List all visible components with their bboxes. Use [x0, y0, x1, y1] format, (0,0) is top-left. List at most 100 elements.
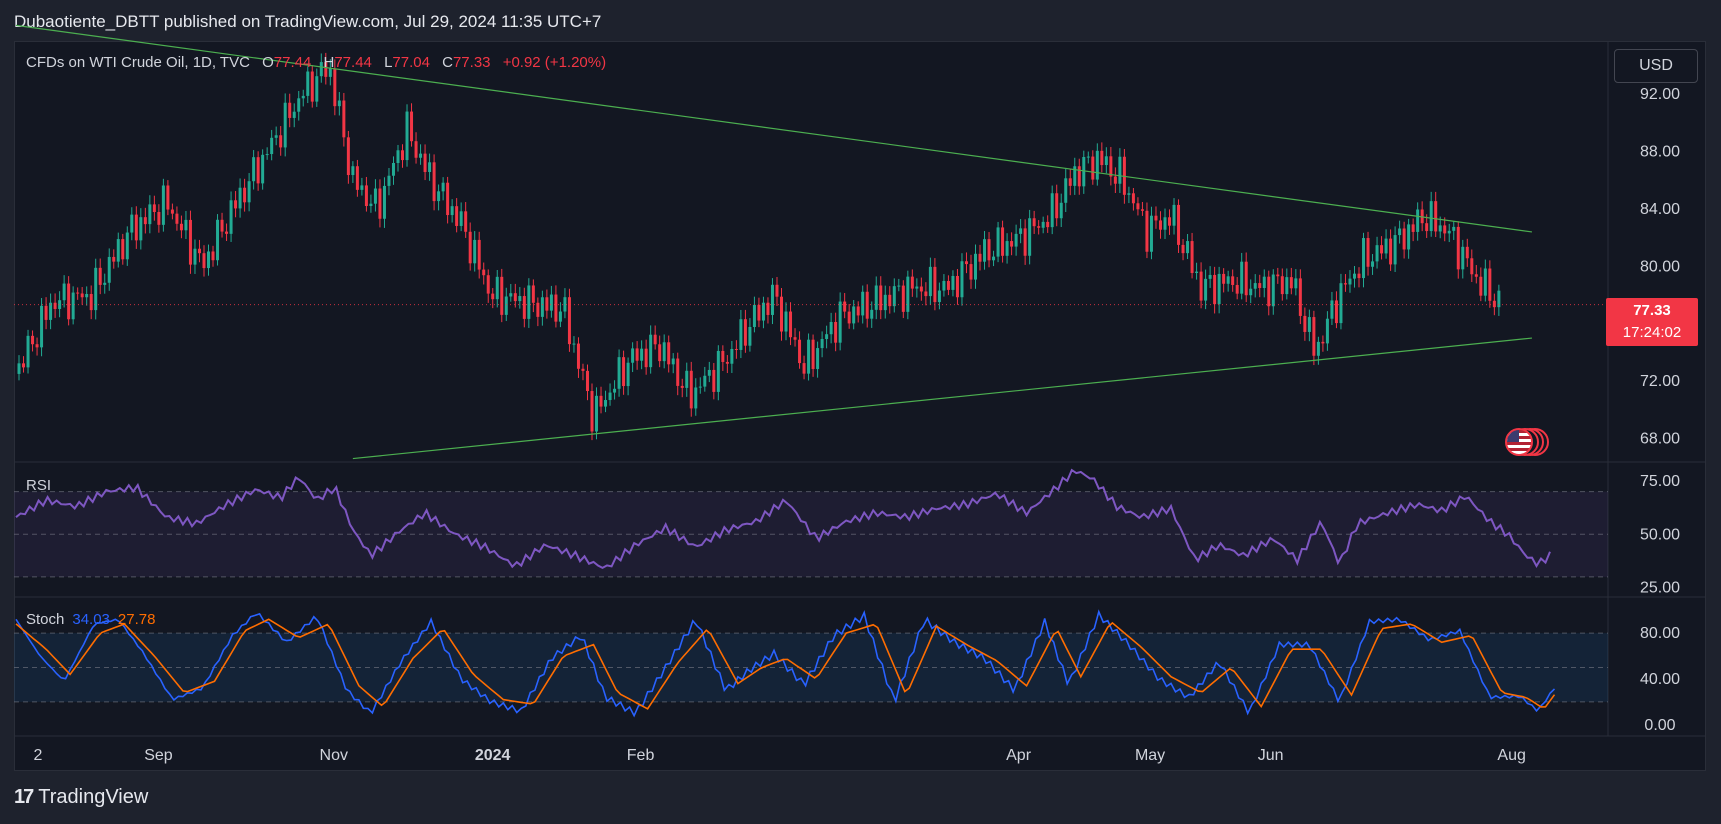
stoch-d-line: [15, 618, 1556, 710]
currency-button[interactable]: USD: [1614, 49, 1698, 83]
candle-body: [197, 248, 201, 254]
candle-body: [1474, 274, 1478, 277]
candle-body: [1028, 218, 1032, 256]
candle-body: [1343, 283, 1347, 285]
candle-body: [1375, 245, 1379, 262]
candle-body: [428, 162, 432, 173]
candle-body: [378, 188, 382, 219]
candle-body: [518, 296, 522, 302]
candle-body: [85, 293, 89, 298]
candle-body: [870, 309, 874, 319]
candle-body: [179, 223, 183, 231]
candle-body: [545, 297, 549, 311]
candle-body: [1348, 278, 1352, 285]
candle-body: [910, 276, 914, 289]
candle-body: [739, 319, 743, 350]
candle-body: [441, 182, 445, 192]
candle-body: [1213, 274, 1217, 305]
candle-body: [671, 358, 675, 365]
last-price-value: 77.33: [1633, 302, 1671, 319]
candle-body: [662, 342, 666, 362]
candle-body: [1321, 341, 1325, 344]
candle-body: [888, 294, 892, 307]
candle-body: [856, 306, 860, 316]
candle-body: [1046, 221, 1050, 228]
candle-body: [1339, 283, 1343, 324]
candle-body: [1253, 283, 1257, 289]
candle-body: [270, 137, 274, 155]
candle-body: [667, 342, 671, 365]
candle-body: [1267, 276, 1271, 307]
close-value: 77.33: [452, 54, 491, 71]
last-price-tag: 77.33 17:24:02: [1606, 298, 1698, 346]
candle-body: [482, 269, 486, 276]
candle-body: [761, 302, 765, 321]
candle-body: [1163, 217, 1167, 230]
candle-body: [622, 357, 626, 387]
candle-body: [40, 305, 44, 348]
tradingview-logo[interactable]: 17 TradingView: [14, 786, 148, 809]
candle-body: [401, 150, 405, 161]
candle-body: [757, 304, 761, 321]
candle-body: [175, 213, 179, 224]
candle-body: [1402, 228, 1406, 250]
candle-body: [1059, 202, 1063, 219]
candle-body: [1483, 268, 1487, 296]
candle-body: [1249, 288, 1253, 296]
candle-body: [1407, 224, 1411, 250]
candle-body: [1186, 241, 1190, 254]
economic-events-marker[interactable]: [1505, 428, 1557, 458]
candle-body: [1393, 235, 1397, 265]
candle-body: [811, 339, 815, 369]
candle-body: [1055, 193, 1059, 219]
candle-body: [847, 311, 851, 324]
candle-body: [825, 334, 829, 340]
stoch-legend: Stoch 34.03 27.78: [26, 611, 155, 628]
candle-body: [1289, 277, 1293, 289]
candle-body: [216, 219, 220, 261]
candle-body: [455, 206, 459, 226]
price-tick-label: 88.00: [1640, 144, 1680, 161]
candle-body: [1001, 227, 1005, 256]
candle-body: [495, 276, 499, 300]
candle-body: [549, 294, 553, 311]
candle-body: [703, 375, 707, 387]
candle-body: [1204, 278, 1208, 301]
candle-body: [798, 339, 802, 364]
stoch-tick-label: 40.00: [1640, 671, 1680, 688]
candle-body: [1177, 204, 1181, 245]
rsi-pane-label: RSI: [26, 477, 52, 494]
candle-body: [816, 348, 820, 369]
candle-body: [301, 95, 305, 99]
candle-body: [1068, 178, 1072, 186]
trendline-lower: [352, 337, 1533, 460]
candle-body: [1479, 276, 1483, 296]
candle-body: [725, 361, 729, 364]
candle-body: [26, 335, 30, 368]
candle-body: [1420, 209, 1424, 224]
chart-frame[interactable]: [14, 41, 1706, 771]
candle-body: [852, 306, 856, 324]
candle-body: [1014, 233, 1018, 247]
candle-body: [928, 266, 932, 297]
candle-body: [1492, 300, 1496, 308]
candle-body: [1231, 276, 1235, 285]
candle-body: [1470, 258, 1474, 275]
candle-body: [1190, 241, 1194, 274]
candle-body: [789, 311, 793, 338]
candle-body: [712, 369, 716, 392]
candle-body: [1371, 261, 1375, 267]
candle-body: [974, 253, 978, 280]
candle-body: [1158, 220, 1162, 230]
candle-body: [121, 239, 125, 260]
candle-body: [288, 102, 292, 118]
candle-body: [1447, 230, 1451, 234]
candle-body: [734, 348, 738, 350]
candle-body: [554, 294, 558, 322]
us-flag-event-icon[interactable]: [1505, 428, 1533, 456]
candle-body: [1334, 300, 1338, 324]
candle-body: [558, 311, 562, 322]
candle-body: [685, 370, 689, 388]
candle-body: [635, 348, 639, 361]
